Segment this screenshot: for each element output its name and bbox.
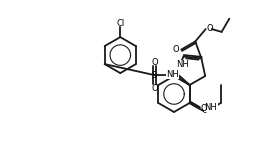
Text: O: O — [201, 104, 207, 113]
Text: NH: NH — [176, 60, 189, 69]
Text: O: O — [173, 45, 180, 54]
Text: S: S — [152, 71, 157, 80]
Text: Cl: Cl — [116, 19, 124, 28]
Text: NH: NH — [205, 103, 217, 112]
Text: O: O — [151, 58, 158, 67]
Text: O: O — [151, 84, 158, 93]
Text: O: O — [207, 24, 213, 33]
Text: NH: NH — [166, 70, 179, 79]
